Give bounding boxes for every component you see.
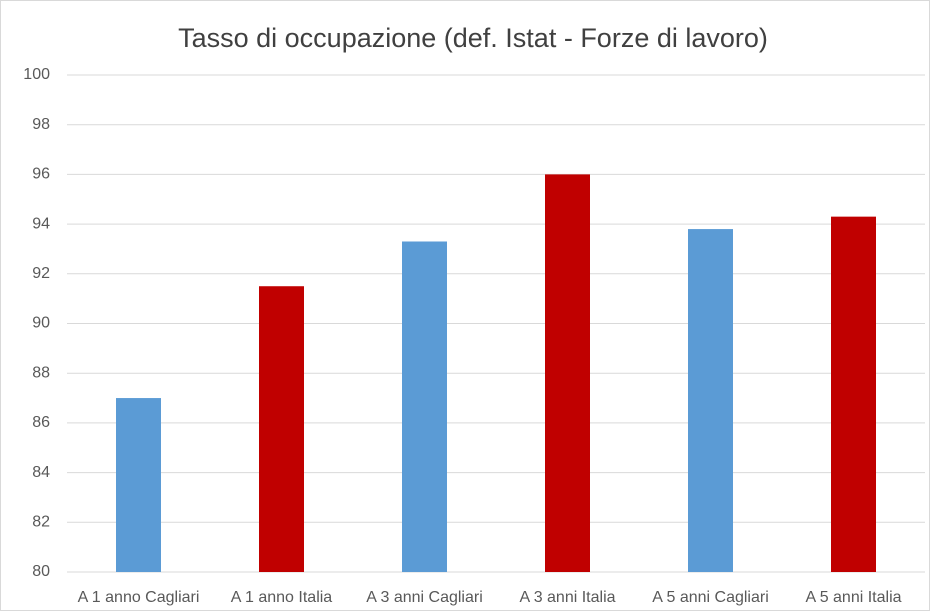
- x-tick-label: A 5 anni Cagliari: [652, 589, 769, 606]
- y-tick-label: 90: [32, 315, 50, 332]
- y-tick-label: 96: [32, 166, 50, 183]
- x-tick-label: A 3 anni Cagliari: [366, 589, 483, 606]
- y-tick-label: 80: [32, 563, 50, 580]
- bar: [116, 398, 161, 572]
- bar: [831, 216, 876, 572]
- bar: [259, 286, 304, 572]
- bar: [402, 241, 447, 572]
- x-tick-label: A 1 anno Italia: [231, 589, 333, 606]
- y-tick-label: 84: [32, 464, 50, 481]
- y-tick-label: 98: [32, 116, 50, 133]
- y-tick-label: 88: [32, 364, 50, 381]
- y-tick-label: 100: [23, 66, 50, 83]
- bar: [545, 174, 590, 572]
- bar: [688, 229, 733, 572]
- x-tick-label: A 1 anno Cagliari: [78, 589, 200, 606]
- chart-title: Tasso di occupazione (def. Istat - Forze…: [178, 23, 768, 53]
- x-tick-label: A 5 anni Italia: [805, 589, 901, 606]
- y-tick-label: 92: [32, 265, 50, 282]
- y-tick-label: 82: [32, 514, 50, 531]
- y-tick-label: 86: [32, 414, 50, 431]
- y-tick-label: 94: [32, 215, 50, 232]
- x-tick-label: A 3 anni Italia: [519, 589, 615, 606]
